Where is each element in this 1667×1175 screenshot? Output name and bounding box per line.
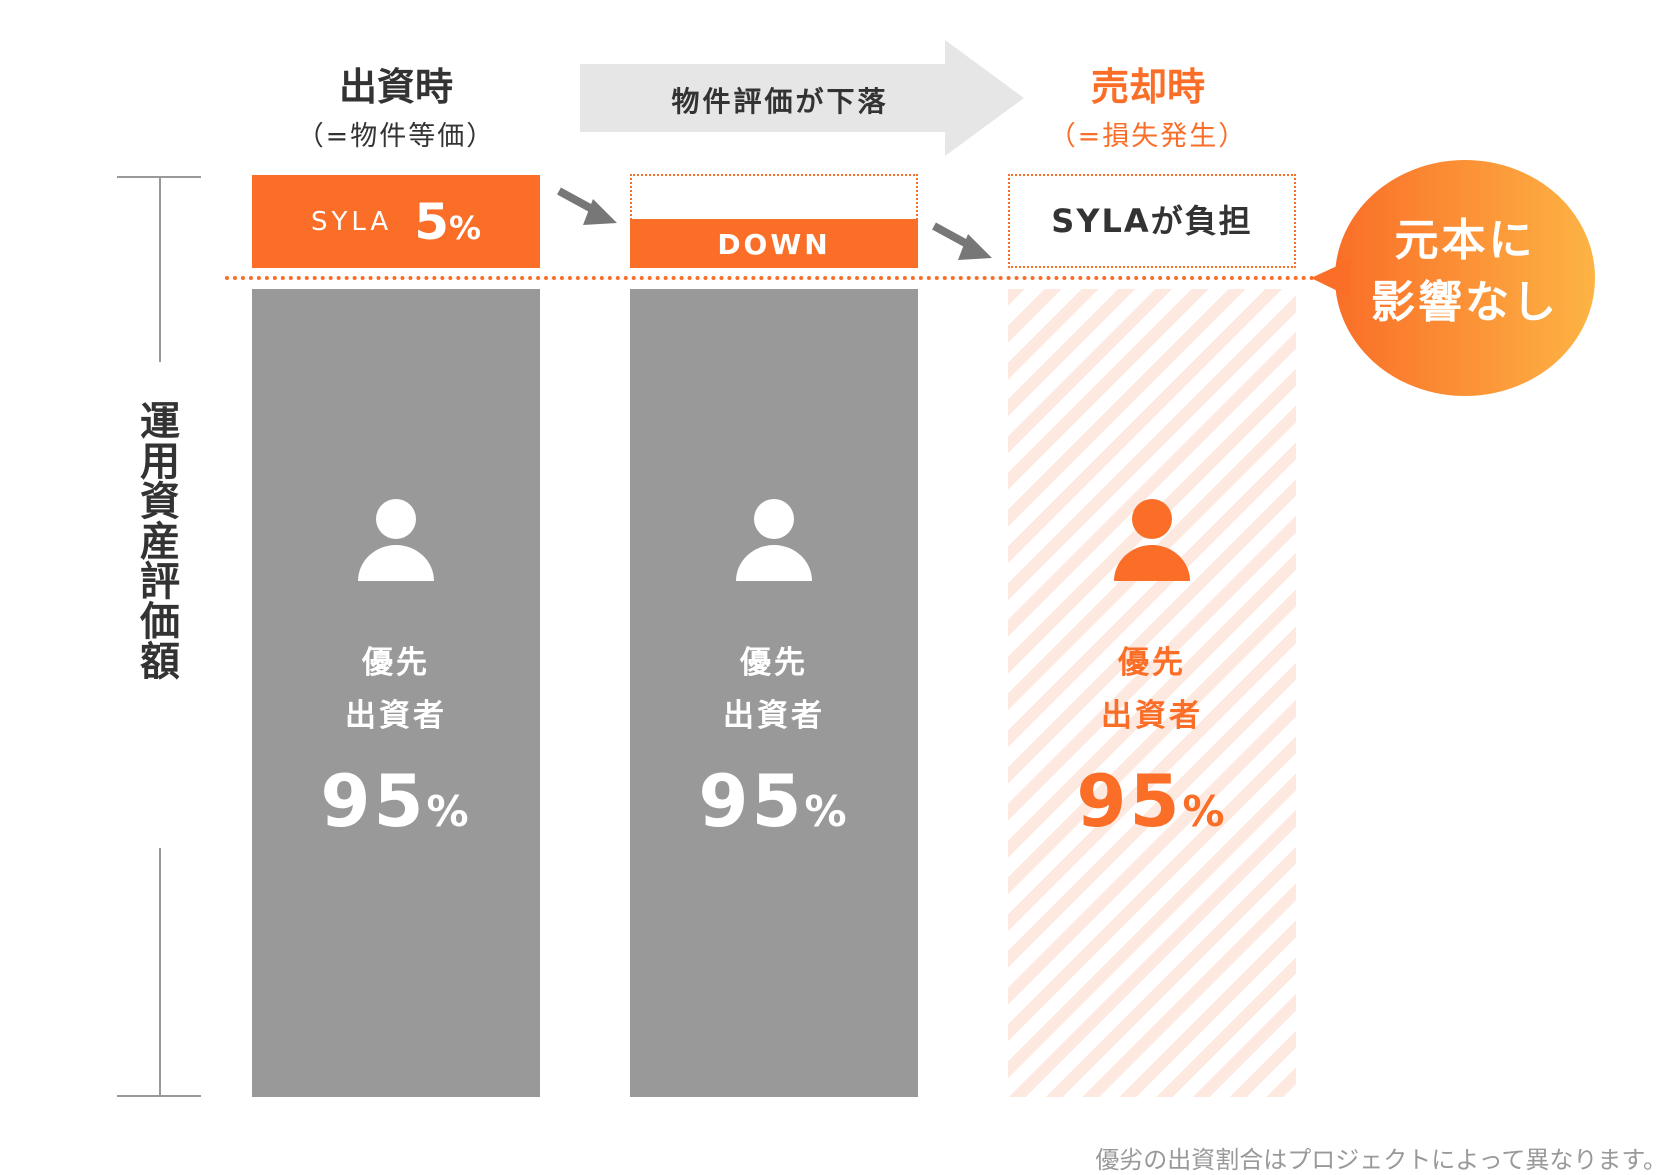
axis-bottom-tick: [117, 1095, 201, 1097]
label-priority: 優先: [362, 645, 430, 681]
investor-value: 95: [320, 759, 427, 843]
label-priority: 優先: [1118, 645, 1186, 681]
syla-share-value: 5: [414, 192, 449, 251]
baseline-dotted: [225, 276, 1315, 280]
col1-investor-bar: 優先 出資者 95%: [252, 289, 540, 1097]
speech-bubble: [1311, 160, 1595, 396]
down-box: DOWN: [630, 219, 918, 268]
person-icon: [1114, 499, 1190, 581]
label-investor: 出資者: [1101, 698, 1203, 734]
footnote: 優劣の出資割合はプロジェクトによって異なります。: [1095, 1146, 1667, 1174]
investor-value: 95: [698, 759, 805, 843]
syla-share-box: SYLA 5%: [252, 175, 540, 268]
investor-value: 95: [1076, 759, 1183, 843]
person-icon: [358, 499, 434, 581]
diagonal-arrow-icon: [557, 187, 617, 225]
arrow-right-icon: [580, 40, 1024, 156]
syla-burden-box: SYLAが負担: [1008, 174, 1296, 268]
investor-unit: %: [426, 787, 472, 836]
col3-title: 売却時: [1090, 65, 1205, 109]
col1-title: 出資時: [338, 65, 453, 109]
syla-share-unit: %: [449, 208, 482, 247]
axis-line-bottom: [159, 848, 161, 1096]
arrow-label: 物件評価が下落: [671, 85, 889, 118]
col1-subtitle: （=物件等価）: [296, 121, 496, 152]
syla-brand: SYLA: [310, 206, 393, 237]
investor-unit: %: [1182, 787, 1228, 836]
axis-line-top: [159, 176, 161, 362]
col2-investor-bar: 優先 出資者 95%: [630, 289, 918, 1097]
person-icon: [736, 499, 812, 581]
label-investor: 出資者: [345, 698, 447, 734]
col3-subtitle: （=損失発生）: [1048, 121, 1248, 152]
col3-investor-bar: 優先 出資者 95%: [1008, 289, 1296, 1097]
bubble-line2: 影響なし: [1371, 277, 1559, 328]
label-investor: 出資者: [723, 698, 825, 734]
investor-unit: %: [804, 787, 850, 836]
axis-label: 運用資産評価額: [133, 400, 179, 680]
label-priority: 優先: [740, 645, 808, 681]
bubble-line1: 元本に: [1394, 215, 1536, 266]
bubble-text: 元本に 影響なし: [1335, 210, 1595, 334]
diagonal-arrow-icon: [932, 222, 992, 260]
